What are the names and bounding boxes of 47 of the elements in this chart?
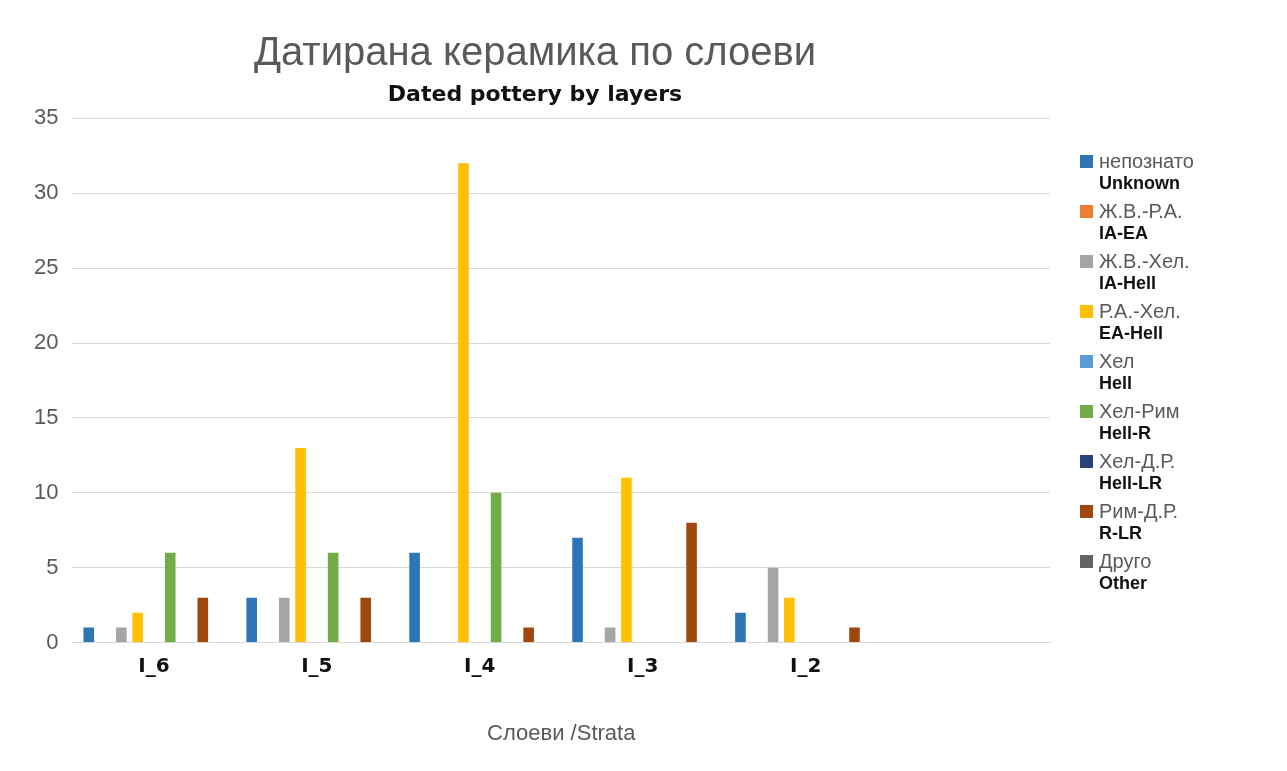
x-tick-label: I_6: [138, 652, 170, 677]
bar: [116, 627, 127, 643]
bar: [523, 627, 534, 643]
bar: [686, 522, 697, 643]
legend-label: Ж.В.-Хел. IA-Hell: [1099, 250, 1190, 294]
legend-label: Рим-Д.Р. R-LR: [1099, 500, 1179, 544]
bar: [327, 552, 339, 643]
x-tick-label: I_5: [301, 652, 333, 677]
bar: [278, 597, 290, 643]
bar: [849, 627, 860, 643]
bar: [735, 612, 746, 643]
legend-label: Хел-Д.Р. Hell-LR: [1099, 450, 1176, 494]
legend-label: Друго Other: [1099, 550, 1152, 594]
bar: [360, 597, 372, 643]
bar: [767, 567, 779, 643]
chart-title: Датирана керамика по слоеви: [253, 29, 817, 74]
bar: [490, 492, 502, 643]
bar: [409, 552, 420, 643]
bar: [604, 627, 616, 643]
y-tick-label: 20: [33, 329, 59, 355]
y-tick-label: 25: [33, 254, 59, 280]
legend-label: Хел Hell: [1099, 350, 1135, 394]
legend-label: Ж.В.-Р.А. IA-EA: [1099, 200, 1183, 244]
bar: [572, 537, 583, 643]
y-tick-label: 5: [46, 553, 59, 579]
y-tick-label: 0: [46, 628, 59, 654]
x-tick-label: I_2: [789, 652, 822, 677]
legend-label: Р.А.-Хел. EA-Hell: [1099, 300, 1181, 344]
chart-subtitle: Dated pottery by layers: [387, 80, 683, 106]
bar: [295, 447, 306, 643]
x-tick-label: I_4: [464, 652, 496, 677]
bar: [132, 612, 143, 643]
bar: [83, 627, 95, 643]
legend-label: Хел-Рим Hell-R: [1099, 400, 1180, 444]
y-tick-label: 15: [33, 404, 59, 430]
x-axis-title: Слоеви /Strata: [487, 719, 637, 745]
y-tick-label: 35: [33, 104, 59, 130]
bar: [246, 597, 257, 643]
legend-label: непознато Unknown: [1099, 150, 1194, 194]
bar: [784, 597, 795, 643]
y-tick-label: 30: [33, 179, 59, 205]
x-tick-label: I_3: [627, 652, 659, 677]
bar: [458, 163, 469, 643]
bar: [197, 597, 209, 643]
y-tick-label: 10: [33, 478, 59, 504]
bar: [621, 477, 632, 643]
bar: [164, 552, 176, 643]
